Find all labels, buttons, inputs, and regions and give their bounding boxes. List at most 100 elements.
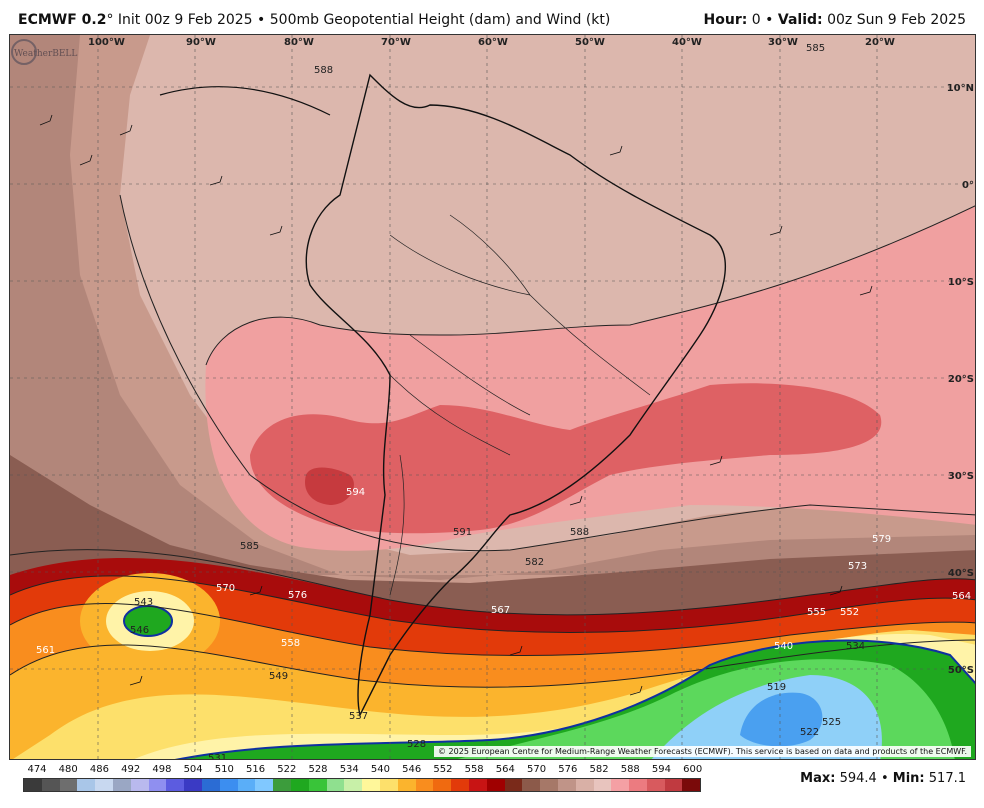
legend-swatch: [59, 779, 78, 791]
lon-label: 70°W: [381, 37, 411, 48]
legend-label: 576: [558, 764, 578, 775]
legend-label: 582: [589, 764, 609, 775]
legend-swatch: [593, 779, 612, 791]
contour-label: 567: [491, 605, 510, 616]
contour-label: 585: [240, 541, 259, 552]
legend-label: 480: [58, 764, 78, 775]
legend-label: 534: [339, 764, 359, 775]
contour-label: 579: [872, 534, 891, 545]
legend-swatch: [557, 779, 576, 791]
legend-labels: 474 480 486 492 498 504 510 516 522 528 534 540 546 5…: [23, 764, 703, 776]
legend-label: 516: [246, 764, 266, 775]
legend-colorbar: [23, 778, 701, 792]
contour-label: 528: [407, 739, 426, 750]
legend-swatch: [682, 779, 701, 791]
degree-mark: °: [106, 12, 114, 28]
lon-label: 30°W: [768, 37, 798, 48]
model-name: ECMWF 0.2: [18, 12, 107, 28]
legend-swatch: [397, 779, 416, 791]
header-valid: Hour: 0 • Valid: 00z Sun 9 Feb 2025: [704, 12, 966, 28]
contour-label: 561: [36, 645, 55, 656]
lat-label: 10°S: [948, 277, 974, 288]
legend-swatch: [575, 779, 594, 791]
contour-label: 519: [767, 682, 786, 693]
legend-label: 510: [214, 764, 234, 775]
contour-label: 543: [134, 597, 153, 608]
lat-label: 50°S: [948, 665, 974, 676]
legend-swatch: [433, 779, 452, 791]
weatherbell-logo: WeatherBELL: [11, 39, 77, 65]
legend-label: 588: [620, 764, 640, 775]
legend-label: 564: [495, 764, 515, 775]
contour-label: 537: [349, 711, 368, 722]
legend-swatch: [415, 779, 434, 791]
hour-label: Hour:: [703, 12, 748, 28]
graticule: [10, 35, 975, 759]
legend-label: 594: [651, 764, 672, 775]
latitude-labels: 10°N 0° 10°S 20°S 30°S 40°S 50°S: [947, 83, 974, 676]
legend-swatch: [486, 779, 505, 791]
contour-label: 558: [281, 638, 300, 649]
lat-label: 40°S: [948, 568, 974, 579]
max-value: 594.4: [839, 771, 877, 786]
contour-label: 546: [130, 625, 149, 636]
lon-label: 80°W: [284, 37, 314, 48]
legend-label: 486: [89, 764, 109, 775]
contour-label: 522: [800, 727, 819, 738]
contour-label: 525: [822, 717, 841, 728]
legend-label: 552: [433, 764, 453, 775]
header: ECMWF 0.2° Init 00z 9 Feb 2025 • 500mb G…: [0, 0, 984, 34]
lon-label: 50°W: [575, 37, 605, 48]
contour-label: 585: [806, 43, 825, 54]
valid-label: Valid:: [777, 12, 823, 28]
init-time: Init 00z 9 Feb 2025: [117, 12, 253, 28]
header-title: ECMWF 0.2° Init 00z 9 Feb 2025 • 500mb G…: [18, 12, 610, 28]
legend-swatch: [326, 779, 345, 791]
legend-swatch: [166, 779, 185, 791]
legend-swatch: [237, 779, 256, 791]
color-legend: 474 480 486 492 498 504 510 516 522 528 534 540 546 5…: [23, 764, 703, 792]
contour-label: 588: [314, 65, 333, 76]
bullet-sep-3: •: [880, 771, 889, 786]
min-label: Min:: [892, 771, 925, 786]
legend-label: 558: [464, 764, 484, 775]
legend-swatch: [24, 779, 42, 791]
valid-value: 00z Sun 9 Feb 2025: [827, 12, 966, 28]
hour-value: 0: [751, 12, 761, 28]
contour-label: 594: [346, 487, 365, 498]
contour-label: 582: [525, 557, 544, 568]
height-contours: [10, 194, 975, 688]
legend-label: 546: [402, 764, 422, 775]
legend-label: 570: [527, 764, 547, 775]
contour-value-labels: 585 588 594 591 588 585 582 579 576 573 …: [36, 43, 971, 759]
legend-swatch: [41, 779, 60, 791]
lat-label: 30°S: [948, 471, 974, 482]
product-name: 500mb Geopotential Height (dam) and Wind…: [269, 12, 611, 28]
contour-label: 564: [952, 591, 971, 602]
lat-label: 0°: [962, 180, 974, 191]
legend-swatch: [664, 779, 683, 791]
legend-swatch: [255, 779, 274, 791]
field-band-591: [250, 383, 882, 534]
legend-swatch: [77, 779, 96, 791]
legend-swatch: [201, 779, 220, 791]
legend-swatch: [148, 779, 167, 791]
legend-swatch: [95, 779, 113, 791]
lon-label: 20°W: [865, 37, 895, 48]
lat-label: 20°S: [948, 374, 974, 385]
min-value: 517.1: [928, 771, 966, 786]
legend-label: 498: [152, 764, 172, 775]
contour-label: 555: [807, 607, 826, 618]
legend-swatch: [219, 779, 238, 791]
max-min-stats: Max: 594.4 • Min: 517.1: [800, 771, 966, 786]
contour-label: 570: [216, 583, 235, 594]
bullet-sep-2: •: [765, 12, 774, 28]
lon-label: 100°W: [88, 37, 125, 48]
legend-label: 600: [683, 764, 703, 775]
legend-label: 528: [308, 764, 328, 775]
copyright-credit: © 2025 European Centre for Medium-Range …: [434, 746, 971, 757]
lon-label: 40°W: [672, 37, 702, 48]
lon-label: 90°W: [186, 37, 216, 48]
contour-540-line: [175, 639, 975, 759]
contour-label: 534: [846, 641, 865, 652]
